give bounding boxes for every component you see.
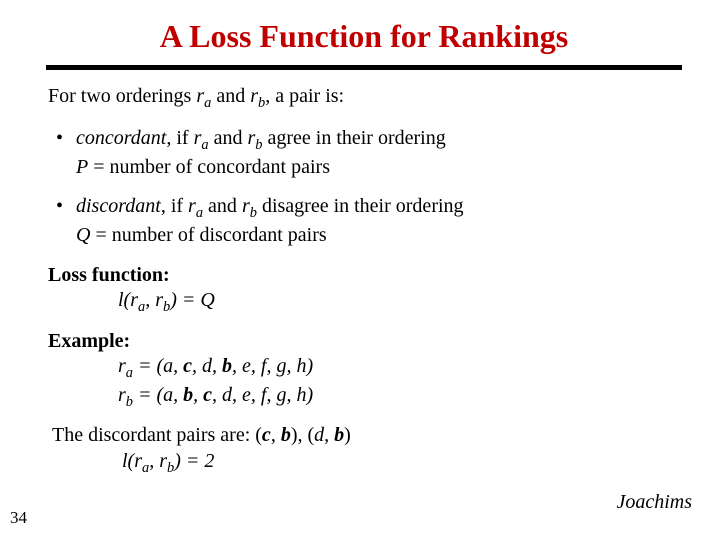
slide-title: A Loss Function for Rankings	[48, 18, 680, 55]
example-ra: ra = (a, c, d, b, e, f, g, h)	[118, 354, 680, 382]
b2-subline: Q = number of discordant pairs	[76, 223, 680, 249]
discordant-result: The discordant pairs are: (c, b), (d, b)…	[52, 423, 680, 477]
res-comma: , r	[149, 450, 167, 472]
intro-pre: For two orderings	[48, 85, 196, 107]
credit: Joachims	[616, 491, 692, 514]
loss-comma: , r	[145, 289, 163, 311]
loss-q: ) = Q	[170, 289, 215, 311]
disc-close2: )	[344, 424, 351, 446]
b1-subtext: = number of concordant pairs	[88, 156, 330, 178]
loss-label: Loss function:	[48, 264, 170, 286]
loss-section: Loss function: l(ra, rb) = Q	[48, 263, 680, 317]
page-number: 34	[10, 508, 27, 528]
bullet-concordant: concordant, if ra and rb agree in their …	[54, 126, 680, 180]
ex-rb-mid1: ,	[193, 384, 203, 406]
ex-ra-sub: a	[126, 365, 133, 381]
b2-subtext: = number of discordant pairs	[90, 224, 326, 246]
intro-post: , a pair is:	[265, 85, 344, 107]
b1-P: P	[76, 156, 88, 178]
ex-rb-sub: b	[126, 394, 133, 410]
slide-body: For two orderings ra and rb, a pair is: …	[48, 84, 680, 477]
ex-ra-pre: = (a,	[133, 355, 183, 377]
result-eq: l(ra, rb) = 2	[122, 449, 680, 477]
ex-rb: r	[118, 384, 126, 406]
b2-rest: disagree in their ordering	[257, 195, 464, 217]
ex-rb-c: c	[203, 384, 212, 406]
disc-d: d	[314, 424, 324, 446]
disc-b2: b	[334, 424, 344, 446]
intro-line: For two orderings ra and rb, a pair is:	[48, 84, 680, 112]
concordant-if: , if	[166, 127, 193, 149]
disc-close1: ), (	[291, 424, 314, 446]
res-val: ) = 2	[174, 450, 214, 472]
ex-rb-b: b	[183, 384, 193, 406]
title-rule	[46, 65, 682, 70]
loss-eq: l(ra, rb) = Q	[118, 288, 680, 316]
b2-rb-sub: b	[250, 205, 257, 221]
b2-ra-sub: a	[196, 205, 203, 221]
ex-ra: r	[118, 355, 126, 377]
ex-ra-b: b	[222, 355, 232, 377]
intro-and: and	[211, 85, 250, 107]
b1-ra-sub: a	[201, 137, 208, 153]
disc-b: b	[281, 424, 291, 446]
res-l: l(r	[122, 450, 142, 472]
disc-pre: The discordant pairs are: (	[52, 424, 262, 446]
disc-mid2: ,	[324, 424, 334, 446]
b1-subline: P = number of concordant pairs	[76, 155, 680, 181]
example-label: Example:	[48, 330, 130, 352]
example-rb: rb = (a, b, c, d, e, f, g, h)	[118, 383, 680, 411]
b2-rb: r	[242, 195, 250, 217]
discordant-if: , if	[161, 195, 188, 217]
b2-Q: Q	[76, 224, 90, 246]
b1-and: and	[209, 127, 248, 149]
ex-rb-pre: = (a,	[133, 384, 183, 406]
discordant-term: discordant	[76, 195, 161, 217]
loss-l: l(r	[118, 289, 138, 311]
disc-mid1: ,	[271, 424, 281, 446]
ex-ra-mid1: , d,	[192, 355, 222, 377]
example-section: Example: ra = (a, c, d, b, e, f, g, h) r…	[48, 329, 680, 411]
b2-and: and	[203, 195, 242, 217]
ex-ra-c: c	[183, 355, 192, 377]
b2-ra: r	[188, 195, 196, 217]
ex-rb-post: , d, e, f, g, h)	[212, 384, 313, 406]
concordant-term: concordant	[76, 127, 166, 149]
ra-var: r	[196, 85, 204, 107]
disc-c: c	[262, 424, 271, 446]
bullet-discordant: discordant, if ra and rb disagree in the…	[54, 194, 680, 248]
rb-var: r	[250, 85, 258, 107]
b1-rest: agree in their ordering	[262, 127, 445, 149]
ex-ra-post: , e, f, g, h)	[232, 355, 313, 377]
